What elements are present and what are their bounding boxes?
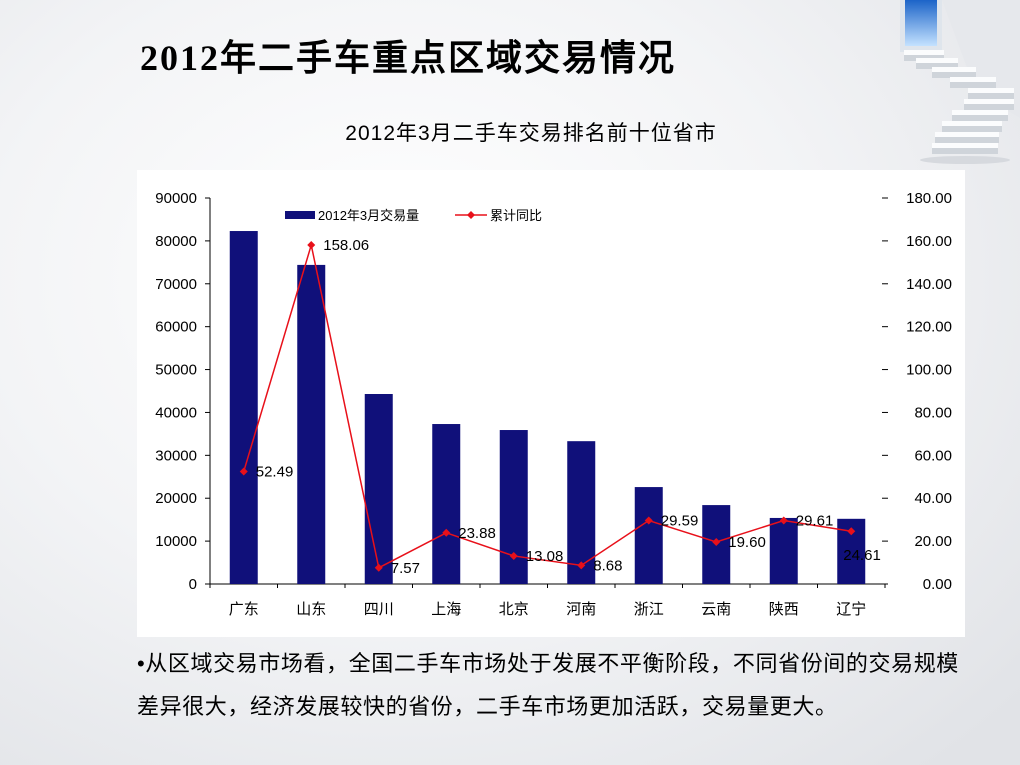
line-point-marker	[509, 551, 518, 560]
line-point-marker	[239, 467, 248, 476]
legend-line-marker	[467, 211, 475, 219]
data-label: 158.06	[323, 237, 369, 254]
category-label: 河南	[566, 601, 596, 618]
left-axis-tick-label: 90000	[155, 190, 197, 207]
category-label: 北京	[499, 601, 529, 618]
bar	[769, 517, 798, 584]
category-label: 陕西	[769, 601, 799, 618]
legend-bar-swatch	[285, 211, 315, 219]
left-axis-tick-label: 10000	[155, 533, 197, 550]
chart-title: 2012年3月二手车交易排名前十位省市	[345, 122, 717, 145]
right-axis-tick-label: 120.00	[906, 319, 952, 336]
bar	[229, 231, 258, 584]
category-label: 云南	[701, 601, 731, 618]
left-axis-tick-label: 50000	[155, 362, 197, 379]
bar	[364, 394, 393, 584]
right-axis-tick-label: 40.00	[914, 490, 952, 507]
left-axis-tick-label: 20000	[155, 490, 197, 507]
data-label: 52.49	[256, 463, 294, 480]
data-label: 8.68	[593, 557, 622, 574]
right-axis-tick-label: 140.00	[906, 276, 952, 293]
category-label: 辽宁	[836, 601, 866, 618]
stairs-illustration	[900, 0, 1020, 164]
bar	[499, 430, 528, 584]
right-axis-tick-label: 0.00	[923, 576, 952, 593]
line-point-marker	[307, 241, 316, 250]
bar	[297, 264, 326, 584]
right-axis-tick-label: 60.00	[914, 447, 952, 464]
bar	[634, 487, 663, 584]
category-label: 山东	[296, 601, 326, 618]
chart-area: 0 10000 20000 30000 40000 50000 60000 70000 8000…	[137, 170, 965, 637]
slide-title: 2012年二手车重点区域交易情况	[140, 38, 677, 78]
data-label: 13.08	[526, 548, 564, 565]
data-label: 29.61	[796, 513, 834, 530]
data-label: 29.59	[661, 513, 699, 530]
data-label: 24.61	[843, 547, 881, 564]
right-axis-tick-label: 80.00	[914, 404, 952, 421]
data-label: 19.60	[728, 534, 766, 551]
left-axis-tick-label: 0	[189, 576, 197, 593]
line-point-marker	[577, 561, 586, 570]
right-axis-tick-label: 180.00	[906, 190, 952, 207]
left-axis-tick-label: 80000	[155, 233, 197, 250]
bar	[432, 424, 461, 584]
data-label: 7.57	[391, 560, 420, 577]
category-label: 广东	[229, 601, 259, 618]
left-axis-tick-label: 60000	[155, 319, 197, 336]
line-series	[243, 244, 852, 569]
legend-label-yoy: 累计同比	[490, 208, 542, 223]
left-axis-tick-label: 70000	[155, 276, 197, 293]
line-point-marker	[374, 563, 383, 572]
category-label: 浙江	[634, 601, 664, 618]
category-label: 上海	[431, 601, 461, 618]
left-axis-tick-label: 30000	[155, 447, 197, 464]
right-axis-tick-label: 160.00	[906, 233, 952, 250]
right-axis-tick-label: 100.00	[906, 362, 952, 379]
chart-plot: 0 10000 20000 30000 40000 50000 60000 70000 8000…	[155, 190, 952, 618]
category-label: 四川	[364, 601, 394, 618]
line-point-marker	[779, 516, 788, 525]
line-point-marker	[644, 516, 653, 525]
bar	[567, 441, 596, 584]
right-axis-tick-label: 20.00	[914, 533, 952, 550]
legend-label-volume: 2012年3月交易量	[318, 208, 419, 223]
bullet-paragraph: •从区域交易市场看，全国二手车市场处于发展不平衡阶段，不同省份间的交易规模差异很…	[137, 651, 959, 719]
line-point-marker	[712, 537, 721, 546]
data-label: 23.88	[458, 525, 496, 542]
line-point-marker	[442, 528, 451, 537]
line-point-marker	[847, 527, 856, 536]
left-axis-tick-label: 40000	[155, 404, 197, 421]
